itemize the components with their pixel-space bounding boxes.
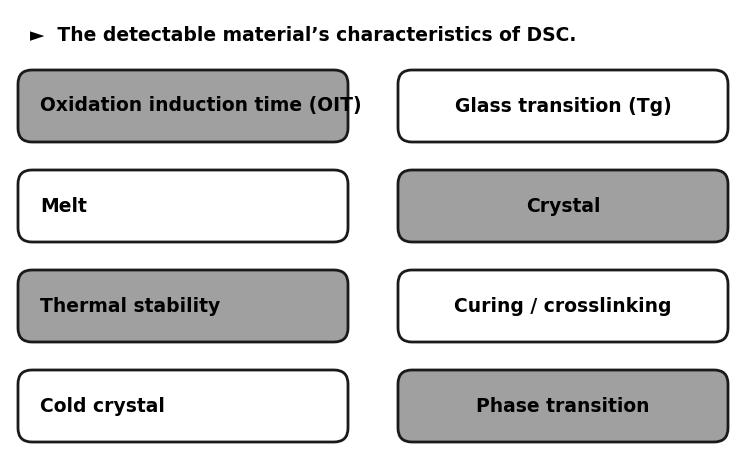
- FancyBboxPatch shape: [18, 370, 348, 442]
- FancyBboxPatch shape: [398, 270, 728, 342]
- Text: Crystal: Crystal: [526, 196, 600, 216]
- Text: Thermal stability: Thermal stability: [40, 296, 220, 316]
- Text: Phase transition: Phase transition: [476, 397, 650, 415]
- Text: Oxidation induction time (OIT): Oxidation induction time (OIT): [40, 97, 362, 115]
- FancyBboxPatch shape: [398, 70, 728, 142]
- Text: Curing / crosslinking: Curing / crosslinking: [454, 296, 672, 316]
- Text: Glass transition (Tg): Glass transition (Tg): [454, 97, 671, 115]
- FancyBboxPatch shape: [18, 70, 348, 142]
- Text: Melt: Melt: [40, 196, 87, 216]
- Text: Cold crystal: Cold crystal: [40, 397, 165, 415]
- FancyBboxPatch shape: [18, 170, 348, 242]
- Text: ►  The detectable material’s characteristics of DSC.: ► The detectable material’s characterist…: [30, 26, 576, 45]
- FancyBboxPatch shape: [398, 370, 728, 442]
- FancyBboxPatch shape: [18, 270, 348, 342]
- FancyBboxPatch shape: [398, 170, 728, 242]
